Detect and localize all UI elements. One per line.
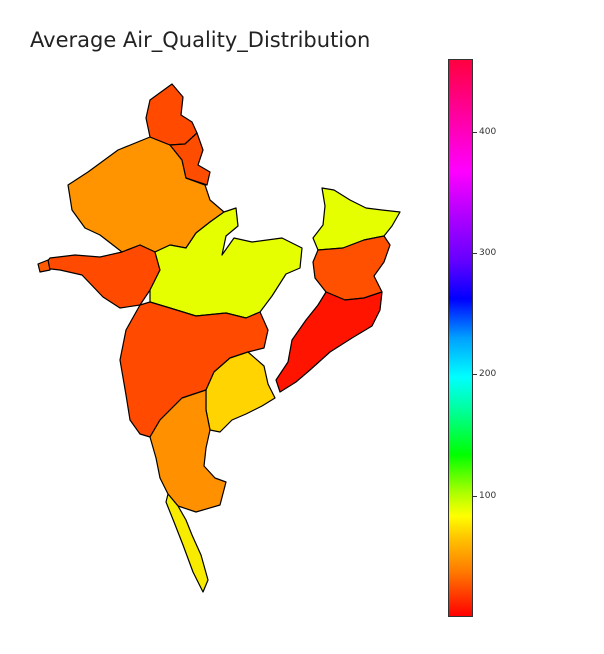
region-ka[interactable] [149,389,227,513]
region-gap[interactable] [37,259,51,273]
region-or[interactable] [275,291,383,393]
region-hp[interactable] [169,132,211,186]
region-jk[interactable] [145,83,198,146]
region-gj[interactable] [41,244,161,309]
colorbar-tick-label: 200 [479,369,497,380]
colorbar-tick [473,374,477,376]
colorbar-tick [473,495,477,497]
colorbar-tick-label: 300 [479,248,497,259]
region-kl[interactable] [165,493,209,593]
colorbar [448,59,473,617]
map-title: Average Air_Quality_Distribution [30,28,371,52]
colorbar-tick [473,253,477,255]
colorbar-tick-label: 100 [479,490,497,501]
colorbar-tick-label: 400 [479,126,497,137]
colorbar-tick [473,131,477,133]
region-jh[interactable] [312,235,391,301]
